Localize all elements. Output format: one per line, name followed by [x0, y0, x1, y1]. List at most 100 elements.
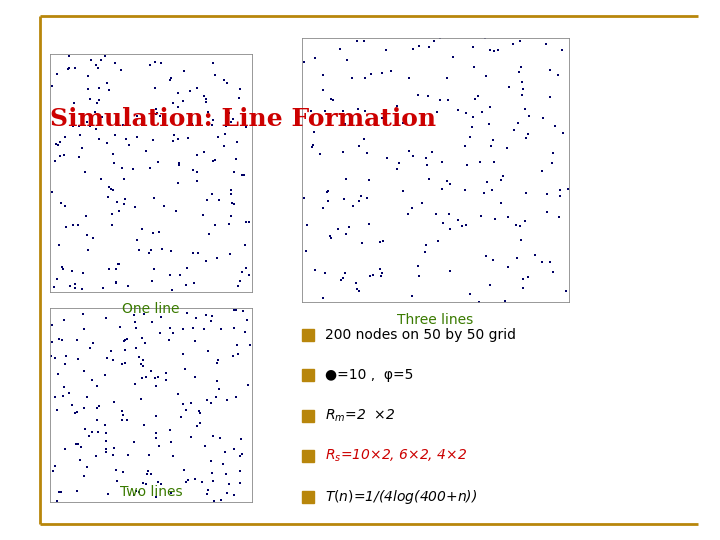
Point	[84, 122, 96, 131]
Point	[315, 150, 326, 158]
Point	[119, 195, 130, 204]
Point	[105, 347, 117, 355]
Point	[479, 33, 490, 42]
Point	[79, 168, 91, 177]
Point	[413, 42, 425, 50]
Point	[393, 158, 405, 167]
Point	[78, 471, 89, 480]
Point	[220, 130, 231, 138]
Point	[495, 198, 507, 207]
Point	[341, 55, 353, 64]
Point	[109, 278, 121, 286]
Point	[298, 57, 310, 66]
Point	[60, 202, 71, 211]
Point	[561, 287, 572, 295]
Point	[108, 398, 120, 407]
Point	[374, 237, 386, 246]
Point	[318, 71, 329, 80]
Point	[178, 400, 189, 408]
Point	[500, 297, 511, 306]
Point	[145, 246, 156, 255]
Point	[406, 204, 418, 212]
Point	[52, 370, 63, 379]
Point	[530, 251, 541, 259]
Point	[135, 395, 146, 403]
Point	[107, 450, 118, 459]
Point	[441, 176, 453, 185]
Point	[154, 329, 166, 338]
Point	[338, 107, 349, 116]
Point	[507, 40, 518, 49]
Point	[166, 489, 177, 497]
Point	[189, 372, 201, 381]
Point	[300, 247, 312, 255]
Point	[397, 118, 409, 127]
Point	[546, 267, 558, 276]
Point	[364, 219, 375, 228]
Point	[158, 202, 169, 211]
Point	[116, 416, 127, 424]
Point	[472, 92, 483, 100]
Point	[225, 118, 237, 126]
Point	[102, 193, 114, 201]
Point	[225, 189, 237, 198]
Point	[231, 138, 243, 146]
Point	[374, 265, 386, 273]
Point	[243, 271, 255, 279]
Point	[129, 202, 140, 211]
Point	[212, 254, 223, 262]
Point	[94, 96, 105, 104]
Point	[194, 409, 206, 417]
Point	[519, 217, 531, 226]
Point	[87, 234, 99, 242]
Point	[319, 107, 330, 116]
Point	[196, 477, 207, 486]
Point	[78, 367, 90, 375]
Point	[102, 354, 113, 362]
Point	[228, 490, 240, 499]
Point	[324, 232, 336, 240]
Point	[113, 260, 125, 268]
Point	[467, 113, 479, 122]
Point	[143, 451, 155, 460]
Point	[148, 228, 159, 237]
Point	[150, 374, 161, 383]
Point	[228, 324, 240, 333]
Point	[207, 120, 218, 129]
Point	[191, 83, 202, 92]
Point	[74, 131, 86, 139]
Point	[385, 66, 397, 75]
Point	[66, 401, 78, 409]
Point	[176, 413, 187, 422]
Point	[146, 318, 158, 326]
Point	[103, 490, 114, 499]
Point	[64, 281, 76, 290]
Point	[110, 466, 122, 475]
Point	[109, 443, 120, 452]
Point	[86, 375, 97, 384]
Point	[95, 175, 107, 184]
Point	[459, 142, 470, 151]
Point	[156, 480, 167, 489]
Point	[168, 452, 179, 461]
Point	[135, 360, 147, 368]
Point	[232, 281, 243, 290]
Point	[322, 197, 333, 205]
Point	[521, 134, 532, 143]
Point	[228, 199, 240, 208]
Bar	[302, 450, 314, 462]
Point	[122, 415, 133, 424]
Point	[212, 359, 223, 367]
Point	[544, 258, 556, 266]
Point	[441, 74, 453, 83]
Point	[53, 241, 64, 249]
Point	[53, 488, 64, 496]
Point	[104, 265, 115, 274]
Point	[71, 487, 83, 495]
Point	[106, 220, 117, 229]
Point	[154, 111, 166, 120]
Point	[91, 403, 103, 412]
Point	[56, 263, 68, 272]
Point	[69, 64, 81, 72]
Point	[317, 294, 328, 303]
